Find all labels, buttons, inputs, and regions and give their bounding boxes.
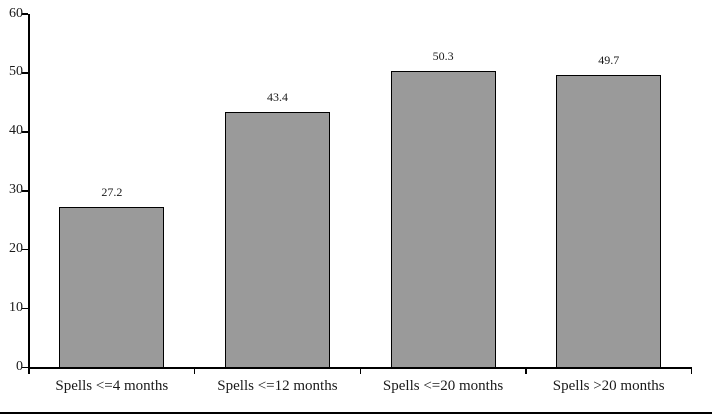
bar-value-label: 50.3 (432, 49, 454, 64)
y-axis-tick-label: 20 (9, 241, 23, 257)
x-axis-tick (525, 367, 527, 374)
bar (224, 111, 330, 369)
figure-bottom-rule (0, 412, 712, 414)
y-axis-tick (22, 190, 28, 192)
y-axis-tick (22, 72, 28, 74)
bar (556, 74, 662, 369)
bar-value-label: 27.2 (101, 185, 123, 200)
y-axis-tick-label: 40 (9, 123, 23, 139)
x-axis-tick (193, 367, 196, 374)
category-label: Spells <=20 months (382, 378, 504, 394)
category-label: Spells >20 months (552, 378, 665, 394)
y-axis-tick-label: 60 (9, 5, 23, 21)
category-label: Spells <=4 months (55, 378, 169, 394)
y-axis-tick-label: 0 (16, 359, 23, 374)
x-axis-tick (28, 367, 30, 374)
y-axis-tick (22, 248, 28, 251)
y-axis-tick-label: 10 (9, 300, 23, 316)
y-axis-tick-label: 30 (9, 182, 23, 198)
y-axis-tick (22, 13, 28, 15)
x-axis-tick (359, 367, 361, 374)
bar-value-label: 43.4 (266, 89, 288, 104)
bar (59, 207, 165, 369)
y-axis-tick (22, 366, 28, 369)
bar-value-label: 49.7 (598, 52, 620, 67)
x-axis-tick (690, 367, 693, 374)
category-label: Spells <=12 months (217, 378, 338, 394)
bar (390, 71, 496, 369)
y-axis-line (28, 14, 30, 368)
y-axis-tick-label: 50 (9, 64, 23, 80)
y-axis-tick (22, 307, 28, 310)
y-axis-tick (22, 131, 28, 133)
